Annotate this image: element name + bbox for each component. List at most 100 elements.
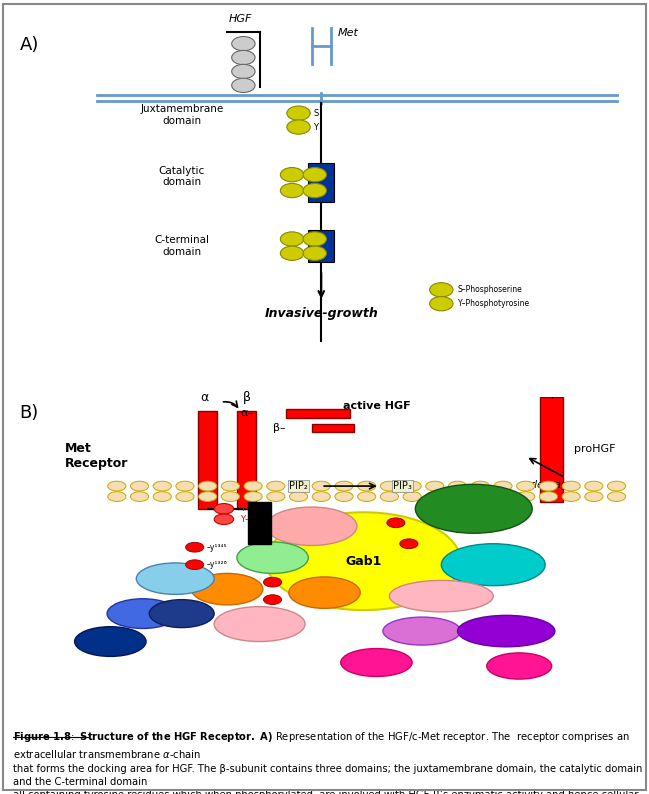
Ellipse shape [383, 617, 461, 645]
Text: P: P [289, 187, 295, 194]
Circle shape [287, 106, 310, 120]
Ellipse shape [389, 580, 493, 612]
Circle shape [562, 491, 580, 502]
Text: Y–: Y– [240, 504, 249, 513]
Circle shape [232, 37, 255, 51]
Circle shape [214, 503, 234, 514]
Text: PIP₃: PIP₃ [393, 481, 412, 491]
Circle shape [426, 481, 444, 491]
Text: Catalytic
domain: Catalytic domain [158, 166, 205, 187]
Text: Dbs: Dbs [508, 661, 531, 671]
Circle shape [380, 491, 398, 502]
Circle shape [607, 491, 626, 502]
Text: p85/PI3K: p85/PI3K [449, 504, 498, 514]
Circle shape [280, 246, 304, 260]
Circle shape [312, 481, 330, 491]
Circle shape [221, 481, 239, 491]
Circle shape [108, 481, 126, 491]
Text: P: P [289, 236, 295, 242]
Ellipse shape [237, 542, 308, 573]
Circle shape [232, 78, 255, 93]
Text: Grb2: Grb2 [167, 609, 196, 619]
Text: SOS: SOS [131, 609, 154, 619]
Circle shape [130, 491, 149, 502]
Circle shape [562, 481, 580, 491]
Text: P: P [241, 68, 246, 75]
Circle shape [448, 481, 467, 491]
Circle shape [280, 183, 304, 198]
Text: S: S [313, 109, 319, 118]
Circle shape [494, 491, 512, 502]
Ellipse shape [487, 653, 552, 679]
Text: SHP2: SHP2 [295, 522, 328, 531]
Ellipse shape [191, 573, 263, 605]
Text: P: P [394, 520, 398, 526]
Circle shape [186, 542, 204, 552]
Circle shape [471, 491, 489, 502]
Text: Stat3: Stat3 [243, 619, 276, 629]
Text: A): A) [19, 36, 39, 54]
Text: cleavage: cleavage [530, 480, 574, 490]
Circle shape [186, 560, 204, 569]
Text: Ras: Ras [99, 637, 122, 646]
Ellipse shape [75, 626, 146, 657]
Text: P: P [192, 562, 197, 567]
Text: Juxtamembrane
domain: Juxtamembrane domain [140, 104, 223, 126]
Circle shape [448, 491, 467, 502]
Text: Y–Phosphotyrosine: Y–Phosphotyrosine [458, 299, 530, 308]
Circle shape [358, 491, 376, 502]
Circle shape [130, 481, 149, 491]
Circle shape [153, 481, 171, 491]
Ellipse shape [136, 563, 214, 595]
Circle shape [517, 491, 535, 502]
Text: C3G: C3G [410, 626, 434, 636]
Circle shape [312, 491, 330, 502]
Text: P: P [270, 597, 275, 602]
Text: Met: Met [337, 28, 358, 38]
Text: β: β [243, 391, 251, 404]
Text: S–Phosphoserine: S–Phosphoserine [458, 285, 522, 295]
Text: $\bf{Figure\ 1.8}$:  $\bf{Structure\ of\ the\ HGF\ Receptor.}$ $\bf{A)}$ Represe: $\bf{Figure\ 1.8}$: $\bf{Structure\ of\ … [13, 730, 643, 794]
Circle shape [426, 491, 444, 502]
Circle shape [403, 491, 421, 502]
Text: DOCK180: DOCK180 [479, 626, 533, 636]
Circle shape [585, 481, 603, 491]
Circle shape [263, 577, 282, 587]
Circle shape [585, 491, 603, 502]
Circle shape [232, 51, 255, 64]
Text: PLC-γ: PLC-γ [475, 560, 511, 569]
Circle shape [244, 491, 262, 502]
Text: P: P [192, 545, 197, 549]
Circle shape [199, 491, 217, 502]
Text: Y–: Y– [240, 515, 249, 524]
Text: P: P [241, 83, 246, 88]
Ellipse shape [149, 599, 214, 627]
Circle shape [607, 481, 626, 491]
Text: Y: Y [313, 122, 319, 132]
Circle shape [335, 491, 353, 502]
Text: Y: Y [312, 170, 318, 179]
Circle shape [335, 481, 353, 491]
FancyBboxPatch shape [237, 411, 256, 509]
FancyBboxPatch shape [198, 411, 217, 509]
Text: proHGF: proHGF [574, 445, 616, 454]
Text: α–: α– [240, 408, 253, 418]
Circle shape [267, 491, 285, 502]
Circle shape [430, 283, 453, 297]
FancyBboxPatch shape [286, 409, 350, 418]
Text: P: P [296, 124, 301, 130]
Circle shape [387, 518, 405, 528]
Circle shape [358, 481, 376, 491]
Circle shape [430, 296, 453, 311]
Circle shape [400, 539, 418, 549]
Text: Met
Receptor: Met Receptor [65, 442, 129, 470]
Circle shape [108, 491, 126, 502]
Circle shape [153, 491, 171, 502]
Text: Src: Src [262, 553, 283, 563]
Circle shape [539, 491, 557, 502]
Text: Y: Y [312, 234, 318, 244]
Circle shape [303, 232, 326, 246]
Text: Invasive-growth: Invasive-growth [264, 307, 378, 320]
Circle shape [494, 481, 512, 491]
Circle shape [267, 481, 285, 491]
